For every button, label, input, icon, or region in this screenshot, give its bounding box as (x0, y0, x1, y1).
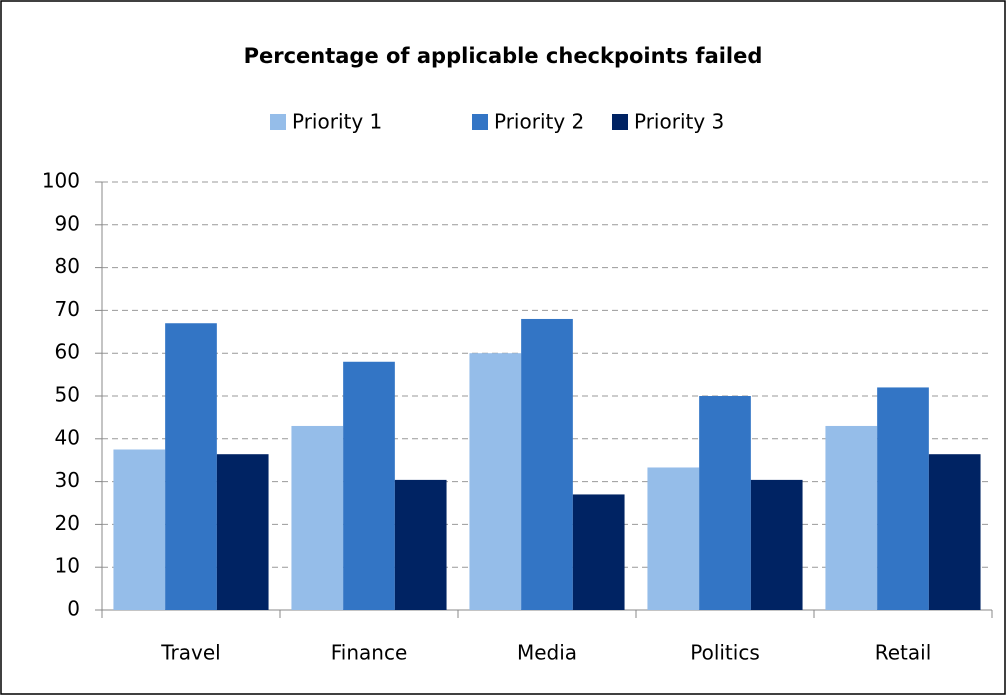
y-tick-label: 40 (55, 425, 80, 449)
x-tick-label: Finance (331, 641, 408, 665)
x-tick-label: Retail (875, 641, 932, 665)
legend-label: Priority 2 (494, 110, 584, 134)
bar (469, 353, 522, 610)
y-tick-label: 70 (55, 297, 80, 321)
y-tick-label: 100 (42, 169, 80, 193)
bar (165, 323, 217, 610)
y-tick-label: 60 (55, 340, 80, 364)
bar (216, 454, 269, 610)
bar (521, 318, 573, 610)
bar (291, 425, 344, 610)
bar (572, 494, 625, 610)
legend-label: Priority 3 (634, 110, 724, 134)
legend-swatch (270, 114, 286, 130)
x-tick-label: Media (517, 641, 577, 665)
y-tick-label: 10 (55, 554, 80, 578)
y-tick-label: 20 (55, 511, 80, 535)
bar (343, 361, 395, 610)
legend-label: Priority 1 (292, 110, 382, 134)
bar (877, 387, 929, 610)
bar (647, 467, 700, 610)
y-tick-label: 80 (55, 254, 80, 278)
x-tick-label: Politics (690, 641, 760, 665)
x-tick-label: Travel (160, 641, 220, 665)
y-tick-label: 30 (55, 468, 80, 492)
legend-swatch (612, 114, 628, 130)
chart-title: Percentage of applicable checkpoints fai… (244, 44, 763, 68)
bar (394, 479, 447, 610)
bar (113, 449, 166, 610)
y-tick-label: 90 (55, 211, 80, 235)
bar (750, 479, 803, 610)
bar (825, 425, 878, 610)
legend-swatch (472, 114, 488, 130)
y-tick-label: 50 (55, 383, 80, 407)
bar (699, 396, 751, 610)
y-tick-label: 0 (67, 597, 80, 621)
bar (928, 454, 981, 610)
